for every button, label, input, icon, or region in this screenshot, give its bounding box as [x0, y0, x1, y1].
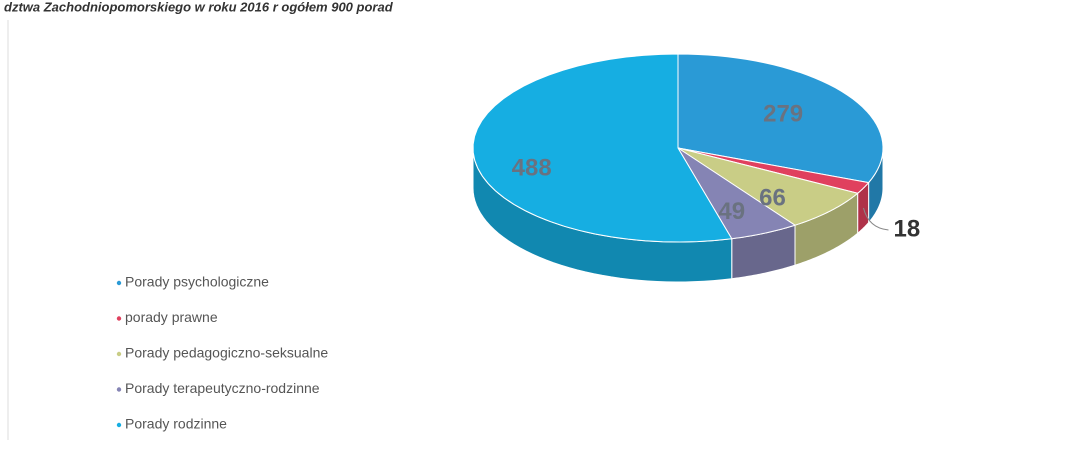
slice: [677, 53, 884, 184]
legend-label: Porady psychologiczne: [125, 274, 269, 290]
legend-label: Porady terapeutyczno-rodzinne: [125, 380, 320, 396]
data-label: 49: [718, 198, 745, 225]
slice: [677, 147, 797, 240]
data-label: 18: [893, 215, 920, 242]
slice: [677, 147, 870, 194]
legend-label: porady prawne: [125, 309, 218, 325]
legend: Porady psychologiczne porady prawne Porady…: [116, 274, 328, 432]
pie: 279 18 66 49 488: [472, 53, 920, 283]
legend-marker: [116, 351, 122, 357]
slice: [677, 147, 859, 226]
legend-marker: [116, 280, 122, 286]
legend-marker: [116, 316, 122, 321]
slice: [472, 53, 733, 243]
chart-title: dztwa Zachodniopomorskiego w roku 2016 r…: [4, 0, 394, 14]
data-label: 66: [759, 184, 786, 211]
legend-marker: [116, 387, 122, 392]
legend-label: Porady rodzinne: [125, 416, 227, 432]
data-label: 488: [512, 154, 552, 181]
legend-marker: [116, 422, 122, 428]
legend-label: Porady pedagogiczno-seksualne: [125, 345, 328, 361]
data-label: 279: [763, 101, 803, 128]
leader-line: [863, 207, 889, 231]
